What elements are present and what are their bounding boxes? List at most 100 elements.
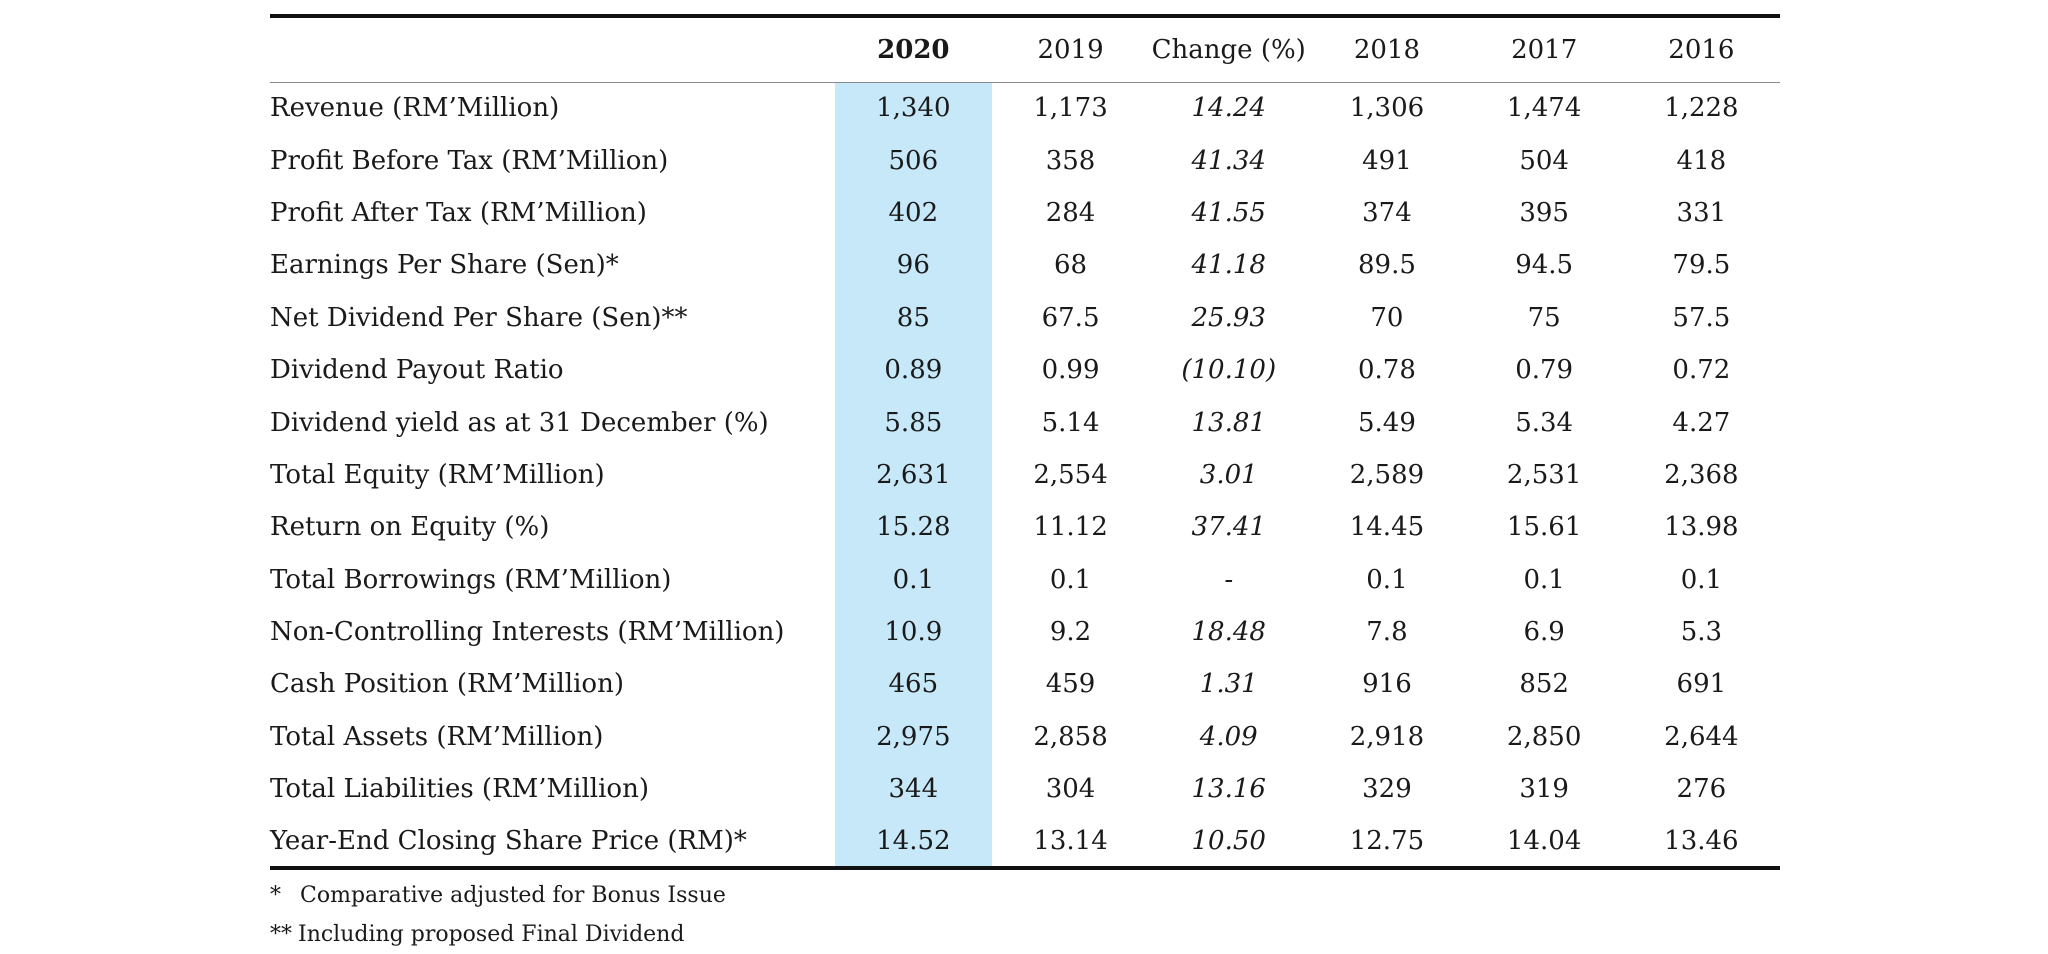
table-header: 2020 2019 Change (%) 2018 2017 2016 xyxy=(270,14,1780,83)
cell-2017: 15.61 xyxy=(1506,512,1582,543)
cell-2019: 284 xyxy=(1045,197,1096,228)
header-row: 2020 2019 Change (%) 2018 2017 2016 xyxy=(270,14,1780,83)
cell-2018: 2,918 xyxy=(1349,721,1425,752)
cell-2018: 70 xyxy=(1370,302,1404,333)
table-row: Year-End Closing Share Price (RM)* 14.52 1… xyxy=(270,815,1780,870)
row-label: Earnings Per Share (Sen)* xyxy=(270,250,619,281)
row-label: Total Liabilities (RM’Million) xyxy=(270,774,649,805)
row-label: Net Dividend Per Share (Sen)** xyxy=(270,302,688,333)
footnote-marker: * xyxy=(270,883,281,908)
cell-2018: 491 xyxy=(1362,145,1412,176)
cell-change-percent: 1.31 xyxy=(1199,669,1258,700)
cell-2020: 10.9 xyxy=(834,605,992,659)
cell-2016: 79.5 xyxy=(1672,250,1731,281)
table-row: Non-Controlling Interests (RM’Million) 10… xyxy=(270,605,1780,659)
cell-2016: 276 xyxy=(1676,774,1727,805)
cell-2020: 2,975 xyxy=(834,710,992,764)
cell-2020: 14.52 xyxy=(834,815,992,870)
footnote-text: Comparative adjusted for Bonus Issue xyxy=(300,883,726,908)
row-label: Dividend Payout Ratio xyxy=(270,355,564,386)
cell-2020: 15.28 xyxy=(834,501,992,554)
cell-2019: 2,554 xyxy=(1033,459,1108,490)
cell-2017: 0.79 xyxy=(1515,355,1574,386)
cell-2020: 5.85 xyxy=(834,396,992,449)
header-year-2016: 2016 xyxy=(1622,14,1780,83)
cell-2016: 13.98 xyxy=(1664,512,1739,543)
cell-2019: 0.1 xyxy=(1049,564,1092,595)
cell-2017: 6.9 xyxy=(1523,617,1565,648)
cell-2017: 0.1 xyxy=(1523,564,1565,595)
cell-2018: 12.75 xyxy=(1308,815,1466,870)
cell-2016: 418 xyxy=(1676,145,1727,176)
cell-2020: 96 xyxy=(834,239,992,292)
cell-2018: 374 xyxy=(1362,197,1412,228)
cell-2017: 75 xyxy=(1527,302,1561,333)
cell-change-percent: 4.09 xyxy=(1199,721,1258,752)
header-year-2019: 2019 xyxy=(991,14,1150,83)
cell-2018: 7.8 xyxy=(1366,617,1408,648)
cell-2020: 2,631 xyxy=(834,448,992,502)
cell-2016: 691 xyxy=(1676,669,1727,700)
cell-2017: 14.04 xyxy=(1465,815,1623,870)
cell-2017: 319 xyxy=(1519,774,1569,805)
cell-2016: 2,644 xyxy=(1664,721,1739,752)
table-row: Revenue (RM’Million) 1,340 1,173 14.24 1,306… xyxy=(270,82,1780,135)
footnote-marker: ** xyxy=(270,922,292,947)
financial-highlights-table: 2020 2019 Change (%) 2018 2017 2016 Reve… xyxy=(270,14,1780,870)
cell-2019: 5.14 xyxy=(1041,407,1100,438)
cell-2016: 331 xyxy=(1676,197,1727,228)
cell-2020: 0.89 xyxy=(834,343,992,397)
footnote-final-dividend: ** Including proposed Final Dividend xyxy=(270,915,726,954)
cell-2016: 4.27 xyxy=(1672,407,1731,438)
cell-2019: 11.12 xyxy=(1033,512,1108,543)
cell-2018: 0.1 xyxy=(1366,564,1408,595)
cell-2016: 2,368 xyxy=(1664,459,1739,490)
row-label: Profit After Tax (RM’Million) xyxy=(270,197,647,228)
footnote-bonus-issue: * Comparative adjusted for Bonus Issue xyxy=(270,876,726,915)
cell-change-percent: 41.34 xyxy=(1191,145,1266,176)
row-label: Non-Controlling Interests (RM’Million) xyxy=(270,617,785,648)
cell-2019: 13.14 xyxy=(991,815,1150,870)
cell-2017: 2,850 xyxy=(1506,721,1582,752)
cell-2017: 5.34 xyxy=(1515,407,1574,438)
cell-change-percent: 41.18 xyxy=(1191,250,1266,281)
cell-2019: 9.2 xyxy=(1049,617,1092,648)
table-row: Net Dividend Per Share (Sen)** 85 67.5 25.9… xyxy=(270,291,1780,344)
cell-change-percent: 13.81 xyxy=(1191,407,1266,438)
row-label: Revenue (RM’Million) xyxy=(270,93,560,124)
cell-2020: 465 xyxy=(834,658,992,711)
cell-2017: 504 xyxy=(1519,145,1569,176)
cell-2016: 57.5 xyxy=(1672,302,1731,333)
table-row: Total Equity (RM’Million) 2,631 2,554 3.01 2… xyxy=(270,448,1780,502)
row-label: Return on Equity (%) xyxy=(270,512,550,543)
header-change-percent: Change (%) xyxy=(1149,14,1309,83)
cell-2019: 459 xyxy=(1045,669,1096,700)
cell-change-percent: - xyxy=(1224,564,1234,595)
cell-2019: 358 xyxy=(1045,145,1096,176)
table-row: Total Liabilities (RM’Million) 344 304 13.1… xyxy=(270,763,1780,816)
cell-2017: 852 xyxy=(1519,669,1569,700)
cell-2018: 14.45 xyxy=(1349,512,1425,543)
table-row: Dividend yield as at 31 December (%) 5.85… xyxy=(270,396,1780,449)
cell-change-percent: 41.55 xyxy=(1191,197,1266,228)
cell-2020: 344 xyxy=(834,763,992,816)
row-label: Profit Before Tax (RM’Million) xyxy=(270,145,669,176)
table-body: Revenue (RM’Million) 1,340 1,173 14.24 1,306… xyxy=(270,82,1780,870)
cell-change-percent: 25.93 xyxy=(1191,302,1266,333)
table-row: Total Assets (RM’Million) 2,975 2,858 4.09 2… xyxy=(270,710,1780,764)
cell-change-percent: 14.24 xyxy=(1191,93,1266,124)
cell-change-percent: (10.10) xyxy=(1181,355,1277,386)
cell-2019: 304 xyxy=(1045,774,1096,805)
table-row: Profit Before Tax (RM’Million) 506 358 41.3… xyxy=(270,134,1780,187)
table-row: Earnings Per Share (Sen)* 96 68 41.18 89.5 94… xyxy=(270,239,1780,292)
cell-2016: 5.3 xyxy=(1680,617,1723,648)
table-row: Cash Position (RM’Million) 465 459 1.31 916 8… xyxy=(270,658,1780,711)
cell-2018: 916 xyxy=(1362,669,1412,700)
cell-2020: 85 xyxy=(834,291,992,344)
cell-2018: 0.78 xyxy=(1358,355,1416,386)
cell-2016: 0.72 xyxy=(1672,355,1731,386)
cell-change-percent: 37.41 xyxy=(1191,512,1266,543)
table-row: Return on Equity (%) 15.28 11.12 37.41 14.45… xyxy=(270,501,1780,554)
table-row: Profit After Tax (RM’Million) 402 284 41.55… xyxy=(270,186,1780,240)
row-label: Total Equity (RM’Million) xyxy=(270,459,605,490)
